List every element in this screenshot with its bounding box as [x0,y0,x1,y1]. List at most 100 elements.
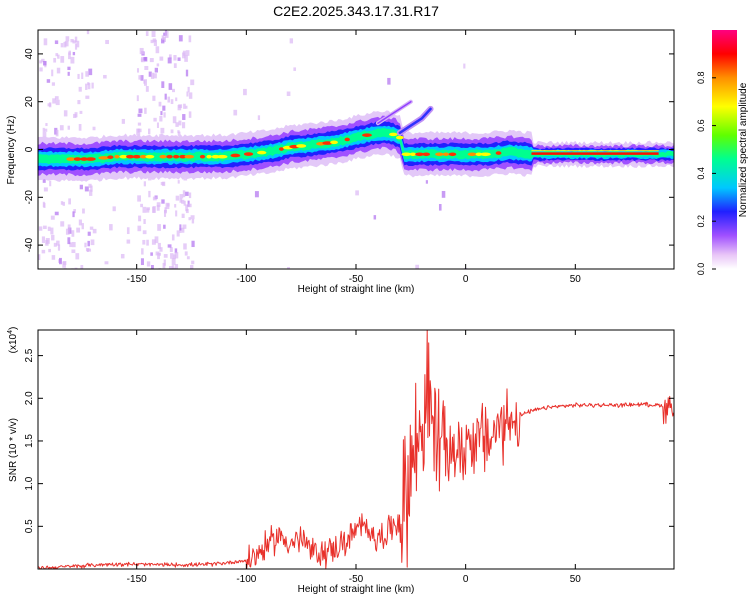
heatmap-noise-cell [182,224,187,229]
heatmap-noise-cell [51,82,55,86]
heatmap-noise-cell [177,131,181,137]
heatmap-noise-cell [170,99,174,105]
heatmap-hot-spot [73,157,82,161]
snr-y-tick-label: 2.5 [24,348,35,362]
heatmap-noise-cell [144,65,149,70]
heatmap-noise-cell [74,112,78,118]
heatmap-hot-spot [119,154,128,159]
heatmap-noise-cell [185,105,188,109]
heatmap-noise-cell [47,226,51,232]
heatmap-noise-cell [92,228,97,234]
heatmap-hot-spot [435,152,444,157]
heatmap-hot-spot [230,153,241,158]
heatmap-noise-cell [53,57,57,63]
heatmap-hot-spot [243,152,254,156]
heatmap-noise-cell [188,35,192,43]
heatmap-noise-cell [76,227,81,233]
heatmap-x-axis-label: Height of straight line (km) [298,284,415,295]
heatmap-noise-cell [84,242,87,248]
colorbar-tick-label: 0.0 [696,263,706,276]
heatmap-y-tick-label: 20 [24,96,35,108]
heatmap-noise-cell [57,54,60,59]
heatmap-hot-spot [66,157,76,161]
heatmap-noise-cell [149,58,154,63]
heatmap-noise-cell [157,252,160,260]
heatmap-noise-cell [74,36,78,43]
heatmap-noise-cell [146,261,151,267]
heatmap-noise-cell [80,265,84,269]
heatmap-noise-cell [164,207,167,212]
heatmap-noise-cell [142,206,147,213]
heatmap-noise-cell [185,69,189,77]
heatmap-noise-cell [67,66,71,71]
heatmap-noise-cell [165,202,170,210]
heatmap-noise-cell [163,224,166,229]
heatmap-noise-cell [70,56,75,64]
heatmap-noise-cell [151,31,156,38]
heatmap-noise-cell [75,253,80,260]
heatmap-noise-cell [438,204,442,211]
heatmap-noise-cell [187,200,190,207]
heatmap-noise-cell [182,50,186,56]
heatmap-noise-cell [163,112,166,118]
heatmap-noise-cell [59,257,62,265]
heatmap-noise-cell [39,60,43,64]
heatmap-noise-cell [45,238,50,244]
colorbar-tick-label: 0.8 [696,72,706,85]
heatmap-noise-cell [153,39,157,46]
heatmap-noise-cell [173,63,177,68]
heatmap-noise-cell [146,208,150,213]
heatmap-noise-cell [164,93,167,100]
snr-x-ticks: -150 -100 -50 0 50 [127,330,581,585]
heatmap-noise-cell [138,75,142,80]
heatmap-noise-cell [178,104,183,109]
heatmap-noise-cell [46,79,51,83]
heatmap-noise-cell [163,259,166,266]
colorbar-tick-label: 0.4 [696,167,706,180]
heatmap-noise-cell [178,120,182,126]
heatmap-noise-cell [143,219,146,224]
heatmap-noise-cell [175,195,180,201]
heatmap-noise-cell [60,221,65,227]
heatmap-y-tick-label: 40 [24,48,35,60]
heatmap-noise-cell [153,73,157,79]
heatmap-noise-cell [176,230,180,237]
heatmap-noise-cell [42,131,47,137]
heatmap-noise-cell [162,105,166,111]
heatmap-noise-cell [151,239,156,245]
heatmap-noise-cell [185,50,190,56]
figure-title: C2E2.2025.343.17.31.R17 [273,3,439,19]
heatmap-hot-spot [107,155,114,159]
heatmap-noise-cell [78,86,82,92]
heatmap-noise-cell [67,71,70,76]
heatmap-noise-cell [178,35,183,42]
heatmap-noise-cell [171,258,176,266]
snr-y-ticks: 0.5 1.0 1.5 2.0 2.5 [24,348,674,533]
heatmap-noise-cell [387,77,391,85]
heatmap-noise-cell [51,234,55,241]
heatmap-noise-cell [146,207,150,211]
heatmap-noise-cell [190,264,194,269]
heatmap-noise-cell [425,180,428,184]
heatmap-hot-spot [388,132,398,137]
heatmap-noise-cell [188,92,193,99]
heatmap-noise-cell [52,98,56,104]
heatmap-noise-cell [140,75,144,81]
heatmap-noise-cell [41,58,45,63]
heatmap-noise-cell [159,116,163,122]
heatmap-noise-cell [76,40,80,48]
heatmap-noise-cell [172,116,177,124]
heatmap-noise-cell [160,111,163,116]
heatmap-noise-cell [69,242,73,248]
heatmap-noise-cell [148,128,151,135]
heatmap-hot-spot [85,157,96,161]
heatmap-hot-spot [257,150,267,155]
colorbar-ticks: 0.0 0.2 0.4 0.6 0.8 [696,72,716,276]
heatmap-noise-cell [38,254,41,261]
heatmap-noise-cell [77,100,81,105]
heatmap-noise-cell [155,46,160,54]
heatmap-x-ticks: -150 -100 -50 0 50 [127,30,581,285]
heatmap-noise-cell [63,41,67,48]
heatmap-hot-spot [173,154,180,159]
heatmap-noise-cell [171,265,175,269]
